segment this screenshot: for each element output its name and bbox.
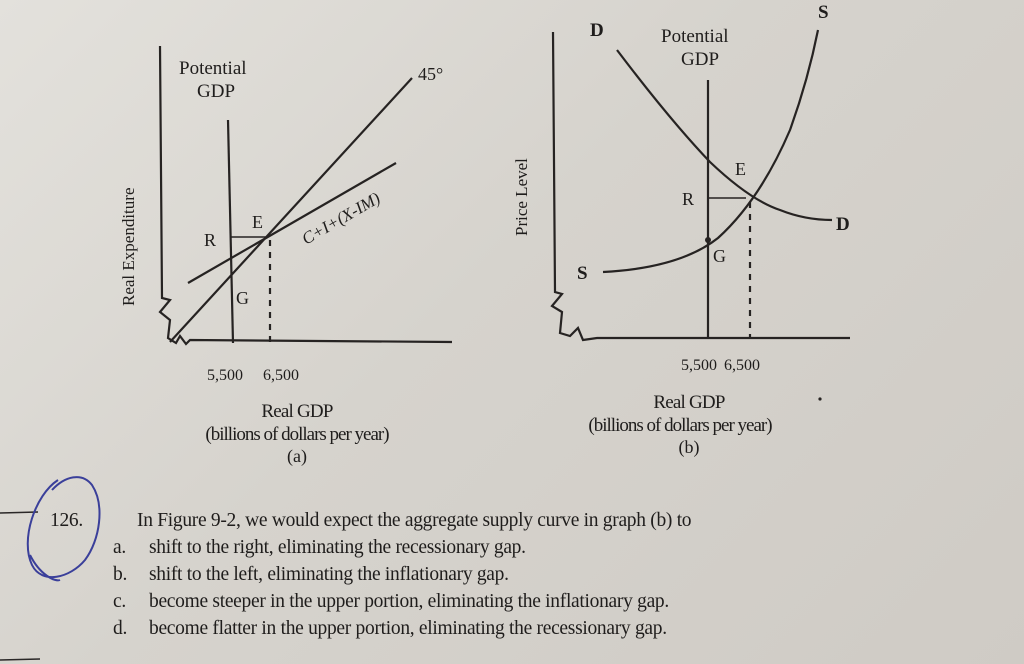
graph-b-point-r: R <box>682 189 694 209</box>
graph-a-y-axis <box>158 45 453 346</box>
graph-b-demand-label-right: D <box>836 214 850 235</box>
option-text: shift to the left, eliminating the infla… <box>149 564 509 585</box>
option-letter: c. <box>113 591 126 612</box>
option-text: become steeper in the upper portion, eli… <box>149 591 669 612</box>
graph-a-aggregate-expenditure-line <box>187 162 397 284</box>
graph-b-potential-label: Potential <box>661 26 729 47</box>
graph-a-point-r: R <box>204 230 216 250</box>
question-text: In Figure 9-2, we would expect the aggre… <box>137 510 692 531</box>
graph-a-panel-label: (a) <box>287 446 307 467</box>
graph-a-y-axis-label: Real Expenditure <box>119 188 138 307</box>
option-text: become flatter in the upper portion, eli… <box>149 618 667 639</box>
graph-b-point-e: E <box>735 159 746 179</box>
graph-a-point-g: G <box>236 288 249 308</box>
option-letter: d. <box>113 618 128 639</box>
graph-b-x-label: Real GDP <box>653 392 724 413</box>
stray-dot <box>818 397 822 401</box>
graph-b-demand-curve <box>616 49 833 222</box>
graph-b-y-axis-label: Price Level <box>512 158 531 236</box>
margin-rule <box>0 511 39 514</box>
graph-b-supply-label-left: S <box>577 263 588 284</box>
graph-a-potential-gdp-line <box>226 119 235 344</box>
option-letter: a. <box>113 537 126 558</box>
graph-a-curve-label: C+I+(X-IM) <box>299 188 384 248</box>
graph-b-demand-label-top: D <box>590 20 604 41</box>
graph-b-tick-5500: 5,500 <box>681 357 717 374</box>
graph-a-45-label: 45° <box>418 64 443 84</box>
graph-b-panel-label: (b) <box>679 437 700 458</box>
option-b[interactable]: b. shift to the left, eliminating the inf… <box>113 564 509 586</box>
graph-a-potential-label-2: GDP <box>197 81 235 102</box>
graph-b-point-g <box>705 237 711 243</box>
graph-b-point-g: G <box>713 246 726 266</box>
graph-a-x-units: (billions of dollars per year) <box>205 424 389 445</box>
graph-a-tick-6500: 6,500 <box>263 367 299 384</box>
graph-b-x-units: (billions of dollars per year) <box>588 415 772 436</box>
graph-b-tick-6500: 6,500 <box>724 357 760 374</box>
option-d[interactable]: d. become flatter in the upper portion, e… <box>113 618 667 640</box>
graph-a-x-label: Real GDP <box>261 401 332 422</box>
question-number: 126. <box>50 510 83 531</box>
graph-a-tick-5500: 5,500 <box>207 367 243 384</box>
graph-a-potential-label: Potential <box>179 58 247 79</box>
graph-b-potential-label-2: GDP <box>681 49 719 70</box>
graph-b-supply-curve <box>602 29 820 274</box>
option-text: shift to the right, eliminating the rece… <box>149 537 526 558</box>
graph-b-supply-label-top: S <box>818 2 829 23</box>
margin-rule <box>0 658 41 661</box>
handdrawn-circle-mark <box>26 476 101 582</box>
option-a[interactable]: a. shift to the right, eliminating the re… <box>113 537 526 559</box>
option-letter: b. <box>113 564 128 585</box>
graph-a-point-e: E <box>252 212 263 232</box>
graph-b-y-axis <box>550 31 850 342</box>
graph-a-45-degree-line <box>169 77 413 343</box>
option-c[interactable]: c. become steeper in the upper portion, e… <box>113 591 669 613</box>
